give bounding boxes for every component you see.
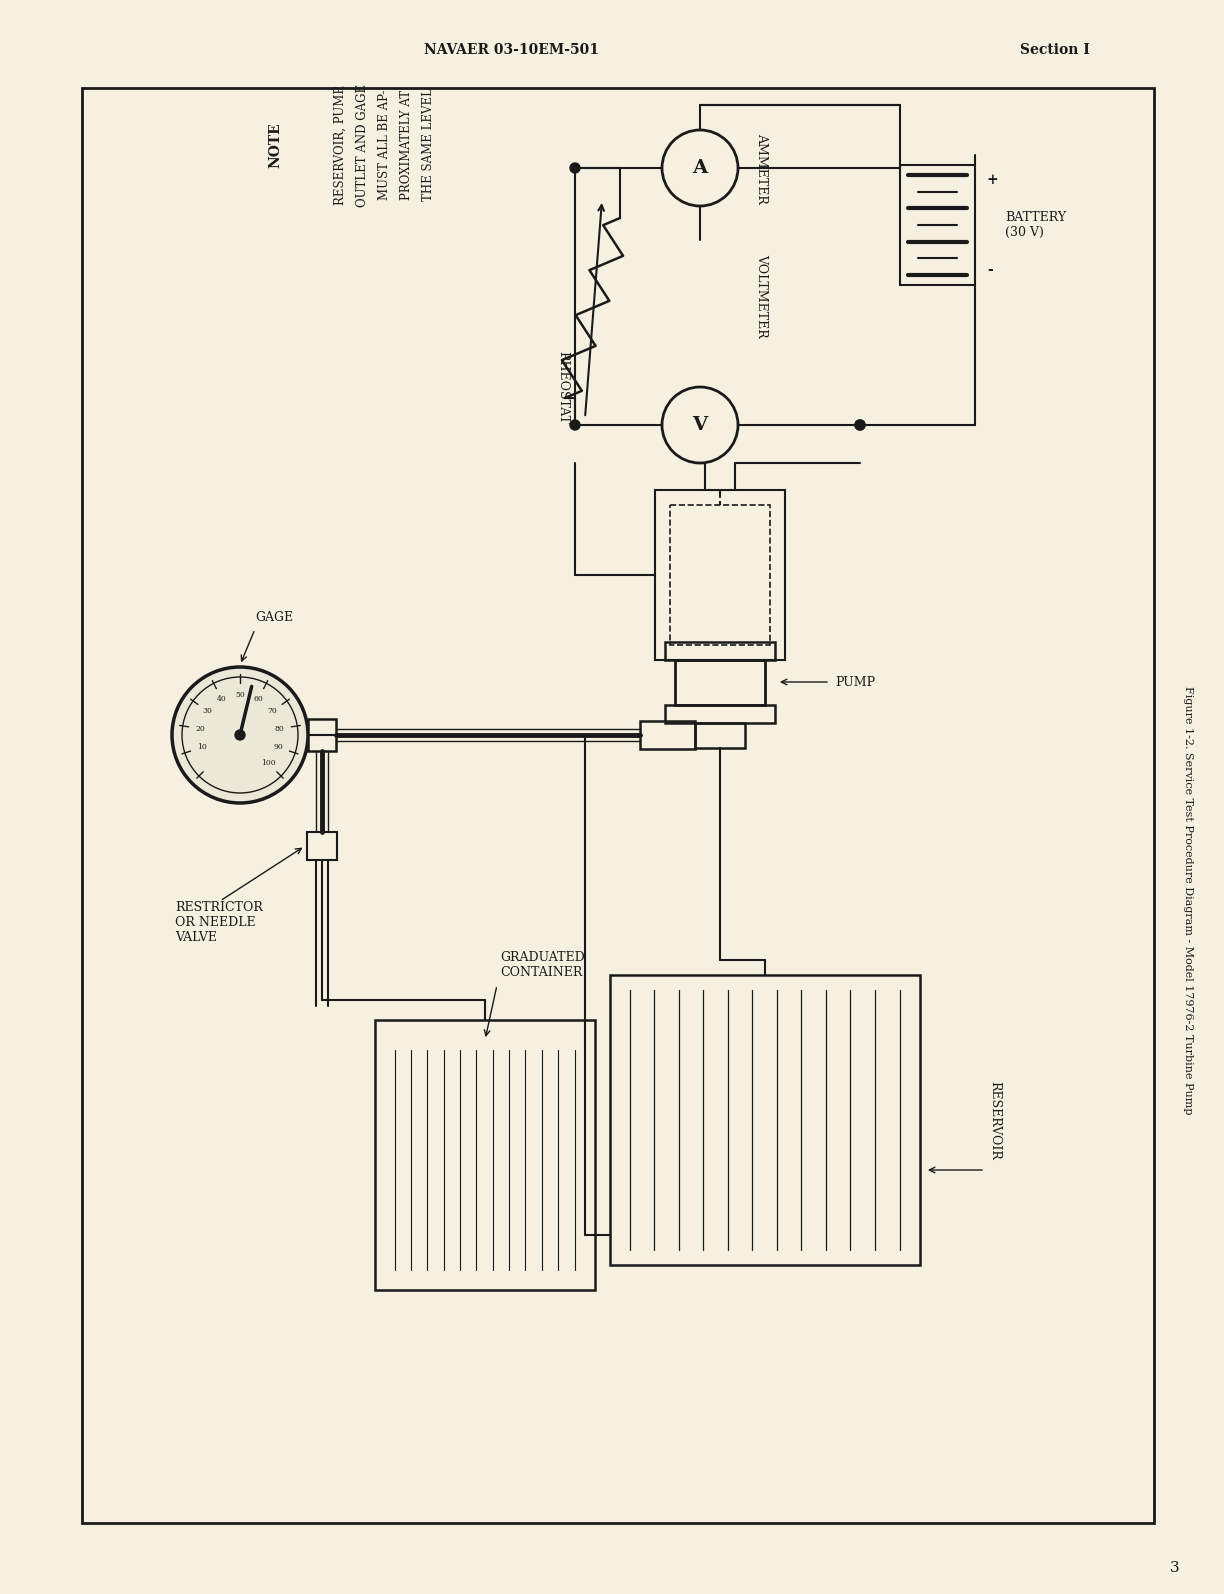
Text: Figure 1-2. Service Test Procedure Diagram - Model 17976-2 Turbine Pump: Figure 1-2. Service Test Procedure Diagr… — [1184, 685, 1193, 1114]
Circle shape — [662, 131, 738, 206]
Text: 100: 100 — [261, 759, 275, 767]
Text: NOTE: NOTE — [268, 123, 282, 167]
Text: 80: 80 — [274, 725, 284, 733]
Text: VOLTMETER: VOLTMETER — [755, 253, 767, 338]
Text: PROXIMATELY AT: PROXIMATELY AT — [399, 89, 412, 201]
Bar — [695, 724, 745, 748]
Text: 40: 40 — [217, 695, 226, 703]
Bar — [307, 832, 337, 861]
Text: 30: 30 — [203, 708, 213, 716]
Text: OUTLET AND GAGE: OUTLET AND GAGE — [355, 83, 368, 207]
Bar — [82, 88, 1154, 1522]
Circle shape — [856, 419, 865, 430]
Text: RESERVOIR: RESERVOIR — [989, 1081, 1001, 1159]
Text: GRADUATED
CONTAINER: GRADUATED CONTAINER — [499, 952, 585, 979]
Text: -: - — [987, 263, 993, 277]
Text: THE SAME LEVEL: THE SAME LEVEL — [421, 89, 435, 201]
Bar — [655, 489, 785, 660]
Text: NAVAER 03-10EM-501: NAVAER 03-10EM-501 — [425, 43, 600, 57]
Text: GAGE: GAGE — [255, 611, 293, 623]
Bar — [900, 166, 976, 285]
Text: RESTRICTOR
OR NEEDLE
VALVE: RESTRICTOR OR NEEDLE VALVE — [175, 901, 263, 944]
Bar — [670, 505, 770, 646]
Text: +: + — [987, 174, 999, 186]
Text: AMMETER: AMMETER — [755, 132, 767, 204]
Text: PUMP: PUMP — [835, 676, 875, 689]
Text: 60: 60 — [253, 695, 263, 703]
Text: A: A — [693, 159, 707, 177]
Text: 20: 20 — [196, 725, 206, 733]
Text: RESERVOIR, PUMP,: RESERVOIR, PUMP, — [333, 84, 346, 206]
Bar — [610, 976, 920, 1266]
Bar — [674, 660, 765, 705]
Text: 90: 90 — [273, 743, 283, 751]
Text: RHEOSTAT: RHEOSTAT — [557, 351, 569, 424]
Circle shape — [570, 163, 580, 174]
Text: 50: 50 — [235, 692, 245, 700]
Text: 10: 10 — [197, 743, 207, 751]
Text: V: V — [693, 416, 707, 434]
Bar — [640, 720, 695, 749]
Circle shape — [235, 730, 245, 740]
Circle shape — [662, 387, 738, 462]
Bar — [308, 719, 337, 751]
Circle shape — [856, 419, 865, 430]
Text: 70: 70 — [268, 708, 277, 716]
Text: 3: 3 — [1170, 1561, 1180, 1575]
Bar — [665, 705, 775, 724]
Text: Section I: Section I — [1020, 43, 1091, 57]
Text: BATTERY
(30 V): BATTERY (30 V) — [1005, 210, 1066, 239]
Circle shape — [570, 419, 580, 430]
Bar — [665, 642, 775, 660]
Circle shape — [173, 666, 308, 803]
Text: MUST ALL BE AP-: MUST ALL BE AP- — [377, 89, 390, 201]
Bar — [375, 1020, 595, 1290]
